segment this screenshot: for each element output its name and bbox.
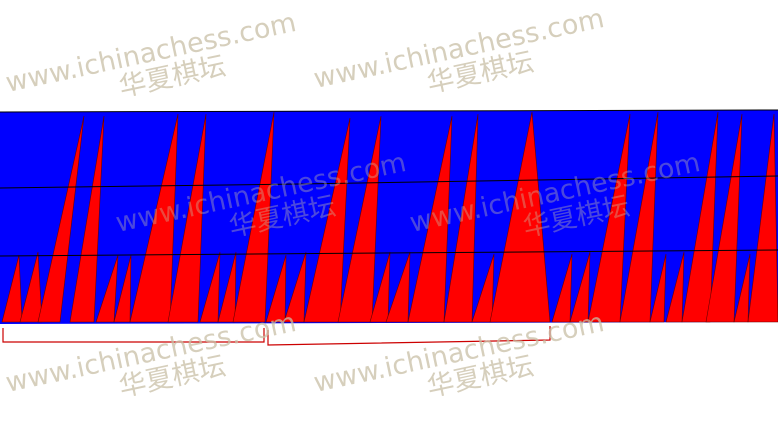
red-peak — [217, 251, 237, 323]
watermark: www.ichinachess.com 华夏棋坛 — [3, 7, 299, 103]
red-peak — [69, 115, 105, 323]
red-peak — [569, 251, 591, 323]
bracket — [2, 328, 265, 343]
red-peak — [587, 113, 631, 323]
red-peak — [265, 254, 287, 323]
red-peak — [337, 115, 382, 323]
red-peak — [37, 115, 85, 323]
red-peak — [19, 251, 43, 323]
red-peak — [283, 251, 307, 323]
red-peak — [232, 111, 275, 323]
watermark: www.ichinachess.com 华夏棋坛 — [311, 3, 607, 99]
red-peak — [471, 253, 495, 323]
red-peak — [167, 113, 207, 323]
bracket — [267, 326, 551, 346]
red-peak — [747, 113, 778, 323]
red-peak — [113, 254, 132, 323]
red-peak — [199, 251, 221, 323]
red-peak — [489, 111, 551, 323]
red-peak — [443, 113, 479, 323]
horizontal-line — [0, 109, 778, 113]
red-peaks — [1, 111, 778, 323]
red-peak — [681, 111, 719, 323]
red-peak — [665, 251, 685, 323]
red-peak — [385, 251, 411, 323]
red-peak — [619, 111, 659, 323]
red-peak — [407, 115, 453, 323]
horizontal-line — [0, 183, 301, 189]
red-peak — [95, 254, 119, 323]
brackets — [2, 326, 551, 346]
red-peak — [369, 251, 391, 323]
watermark: www.ichinachess.com 华夏棋坛 — [311, 307, 607, 403]
red-peak — [649, 253, 667, 323]
horizontal-lines — [0, 109, 778, 257]
red-peak — [733, 253, 751, 323]
horizontal-line — [299, 175, 778, 185]
red-peak — [551, 253, 573, 323]
horizontal-line — [0, 249, 778, 257]
red-peak — [129, 113, 179, 323]
watermark: www.ichinachess.com 华夏棋坛 — [3, 307, 299, 403]
red-peak — [303, 117, 351, 323]
red-peak — [705, 113, 743, 323]
red-peak — [1, 254, 23, 323]
